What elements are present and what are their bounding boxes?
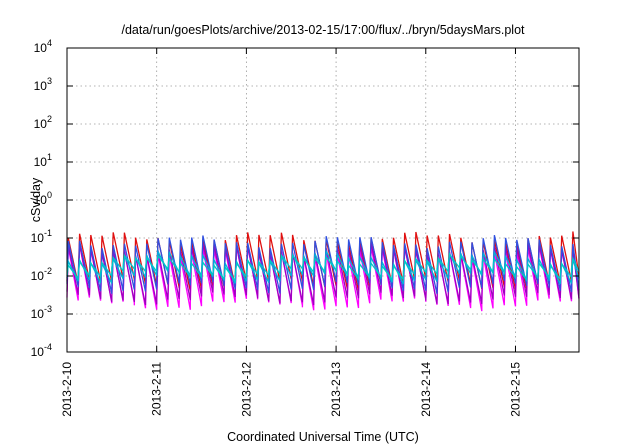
y-tick-label: 104	[34, 38, 52, 55]
series-line	[66, 252, 580, 283]
x-tick-label: 2013-2-15	[508, 362, 522, 417]
y-tick-label: 101	[34, 152, 52, 169]
y-axis-label: cSv/day	[29, 177, 43, 222]
x-tick-label: 2013-2-10	[60, 362, 74, 417]
x-tick-label: 2013-2-11	[150, 362, 164, 416]
x-tick-label: 2013-2-14	[419, 362, 433, 417]
x-tick-label: 2013-2-13	[329, 362, 343, 417]
series-lines	[66, 231, 580, 312]
y-axis-ticks: 10-4 10-3 10-2 10-1 100 101 102 103 104	[31, 38, 579, 359]
x-axis-ticks: 2013-2-10 2013-2-11 2013-2-12 2013-2-13 2013…	[60, 48, 522, 417]
y-tick-label: 10-4	[31, 342, 52, 359]
x-axis-label: Coordinated Universal Time (UTC)	[227, 430, 419, 444]
y-tick-label: 10-3	[31, 304, 52, 321]
x-tick-label: 2013-2-12	[239, 362, 253, 417]
series-line	[66, 242, 580, 306]
y-tick-label: 102	[34, 114, 52, 131]
y-tick-label: 10-1	[31, 228, 52, 245]
chart-title: /data/run/goesPlots/archive/2013-02-15/1…	[121, 23, 525, 37]
y-tick-label: 103	[34, 76, 52, 93]
y-tick-label: 100	[34, 190, 52, 207]
grid-lines	[66, 48, 579, 352]
y-tick-label: 10-2	[31, 266, 52, 283]
